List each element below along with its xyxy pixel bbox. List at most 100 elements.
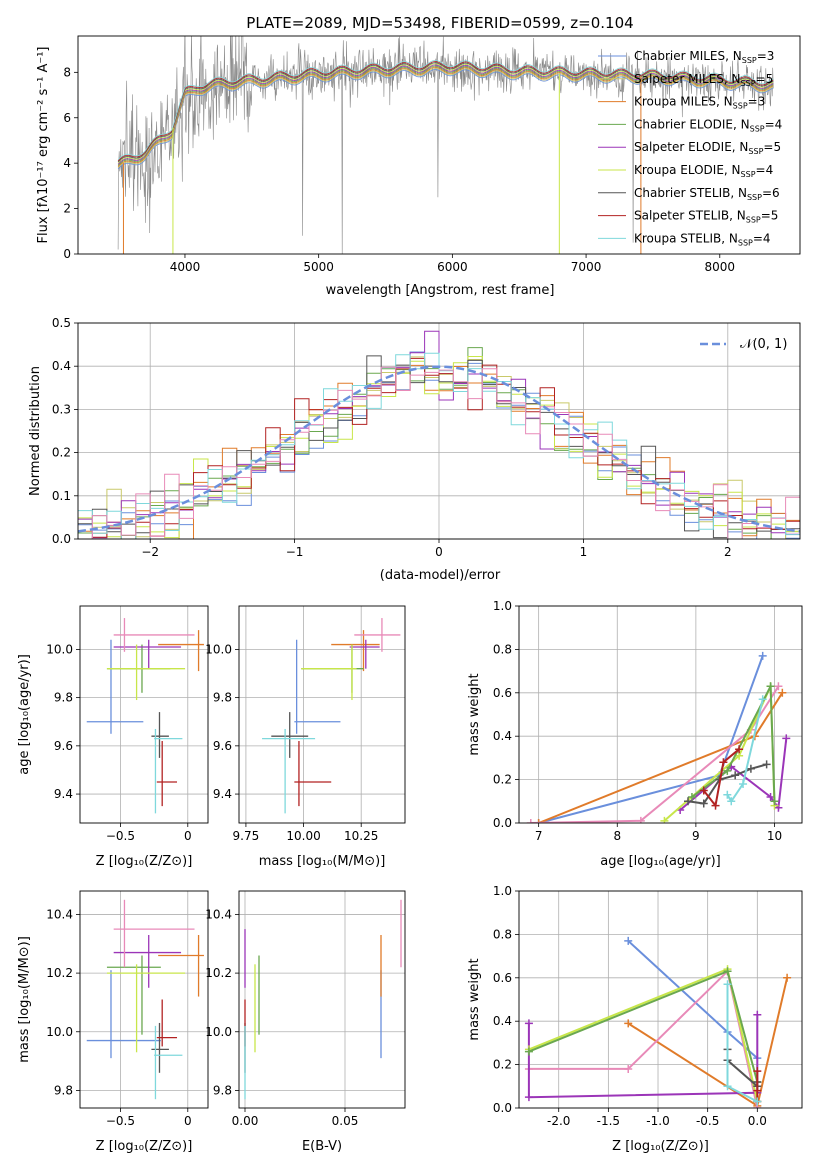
weight-line-pink — [530, 685, 780, 823]
x-tick-label: 9.75 — [233, 829, 260, 843]
model-kroupa_elodie — [117, 63, 774, 164]
x-tick-label: 8 — [613, 829, 621, 843]
histogram-kroupa_elodie — [78, 356, 800, 539]
weight-marker — [723, 766, 732, 775]
x-tick-label: −0.5 — [106, 829, 135, 843]
plot-area — [244, 899, 402, 1100]
legend-label: Salpeter STELIB, NSSP=5 — [634, 209, 778, 225]
weight-marker — [524, 1093, 533, 1102]
weight-marker — [624, 936, 633, 945]
y-tick-label: 0.0 — [493, 1101, 512, 1115]
weight-line-salpeter_elodie — [527, 1014, 759, 1099]
weight-marker — [699, 786, 708, 795]
x-axis-label: (data-model)/error — [380, 568, 501, 583]
x-tick-label: 5000 — [303, 260, 334, 274]
model-salpeter_stelib — [117, 61, 774, 162]
weight-marker — [766, 682, 775, 691]
x-tick-label: 10.25 — [344, 829, 378, 843]
weight-marker — [524, 1019, 533, 1028]
weight-marker — [723, 967, 732, 976]
x-tick-label: −2 — [141, 545, 159, 559]
y-tick-label: 8 — [63, 65, 71, 79]
weight-marker — [723, 1082, 732, 1091]
y-tick-label: 10.0 — [205, 642, 232, 656]
axes-frame — [518, 605, 803, 824]
legend-label: Kroupa ELODIE, NSSP=4 — [634, 163, 773, 179]
y-tick-label: 4 — [63, 156, 71, 170]
axes-weight_vs_age: 7 8 9 10 0.0 0.2 0.4 0.6 0.8 1.0 — [493, 599, 803, 843]
weight-line-chabrier_elodie — [691, 682, 776, 802]
weight-marker — [753, 1097, 762, 1106]
x-tick-label: 7000 — [571, 260, 602, 274]
model-chabrier_elodie — [117, 65, 774, 166]
weight-marker — [624, 1019, 633, 1028]
chart-title: PLATE=2089, MJD=53498, FIBERID=0599, z=0… — [246, 14, 633, 32]
weight-marker — [782, 734, 791, 743]
x-axis-label: E(B-V) — [302, 1139, 342, 1154]
y-tick-label: 0.8 — [493, 642, 512, 656]
weight-marker — [660, 816, 669, 823]
x-tick-label: 0.00 — [232, 1114, 259, 1128]
y-tick-label: 1.0 — [493, 599, 512, 613]
y-tick-label: 9.8 — [54, 691, 73, 705]
x-tick-label: 1 — [580, 545, 588, 559]
weight-marker — [758, 695, 767, 704]
histogram-salpeter_stelib — [91, 357, 800, 539]
y-axis-label: Normed distribution — [28, 366, 43, 496]
weight-marker — [723, 980, 732, 989]
axes-frame — [77, 35, 801, 255]
plot-area — [526, 651, 791, 823]
model-chabrier_miles — [117, 69, 774, 170]
y-tick-label: 2 — [63, 202, 71, 216]
y-tick-label: 0.3 — [52, 402, 71, 416]
weight-marker — [524, 1047, 533, 1056]
x-tick-label: 2 — [724, 545, 732, 559]
plot-area — [78, 330, 800, 539]
y-tick-label: 0.2 — [493, 773, 512, 787]
y-tick-label: 0.4 — [493, 1014, 512, 1028]
axes-frame — [79, 890, 209, 1109]
legend-label: 𝒩(0, 1) — [740, 337, 787, 352]
x-tick-label: 9 — [692, 829, 700, 843]
weight-marker — [739, 779, 748, 788]
x-axis-label: Z [log₁₀(Z/Z⊙)] — [96, 1139, 193, 1154]
y-tick-label: 9.8 — [54, 1083, 73, 1097]
weight-marker — [624, 1064, 633, 1073]
legend-label: Salpeter MILES, NSSP=5 — [634, 72, 773, 88]
x-tick-label: 0.0 — [748, 1114, 767, 1128]
legend-label: Kroupa MILES, NSSP=3 — [634, 95, 765, 111]
weight-marker — [684, 797, 693, 806]
y-tick-label: 0 — [63, 247, 71, 261]
y-tick-label: 0.6 — [493, 686, 512, 700]
y-tick-label: 0.2 — [52, 446, 71, 460]
weight-line-pink — [528, 969, 759, 1108]
normal-curve — [78, 365, 800, 533]
y-axis-label: age [log₁₀(age/yr)] — [17, 654, 32, 775]
axes-frame — [238, 605, 406, 824]
y-tick-label: 9.4 — [213, 787, 232, 801]
x-tick-label: -1.5 — [597, 1114, 620, 1128]
weight-line-kroupa_elodie — [528, 967, 759, 1102]
y-tick-label: 10.0 — [46, 1025, 73, 1039]
plot-area — [524, 936, 792, 1108]
x-tick-label: 6000 — [437, 260, 468, 274]
weight-marker — [727, 797, 736, 806]
model-kroupa_miles — [117, 66, 774, 167]
x-tick-label: 0.05 — [332, 1114, 359, 1128]
weight-marker — [735, 745, 744, 754]
x-tick-label: 0 — [184, 1114, 192, 1128]
model-kroupa_stelib — [117, 60, 774, 160]
legend: Chabrier MILES, NSSP=3 Salpeter MILES, NS… — [598, 49, 782, 247]
x-tick-label: 4000 — [170, 260, 201, 274]
histogram-kroupa_stelib — [78, 352, 800, 539]
weight-marker — [534, 819, 543, 823]
x-axis-label: age [log₁₀(age/yr)] — [600, 854, 721, 869]
weight-marker — [753, 1067, 762, 1076]
weight-marker — [762, 760, 771, 769]
x-tick-label: 8000 — [705, 260, 736, 274]
y-tick-label: 10.0 — [205, 1025, 232, 1039]
weight-marker — [758, 651, 767, 660]
plot-area — [117, 36, 774, 254]
y-tick-label: 0.4 — [52, 359, 71, 373]
